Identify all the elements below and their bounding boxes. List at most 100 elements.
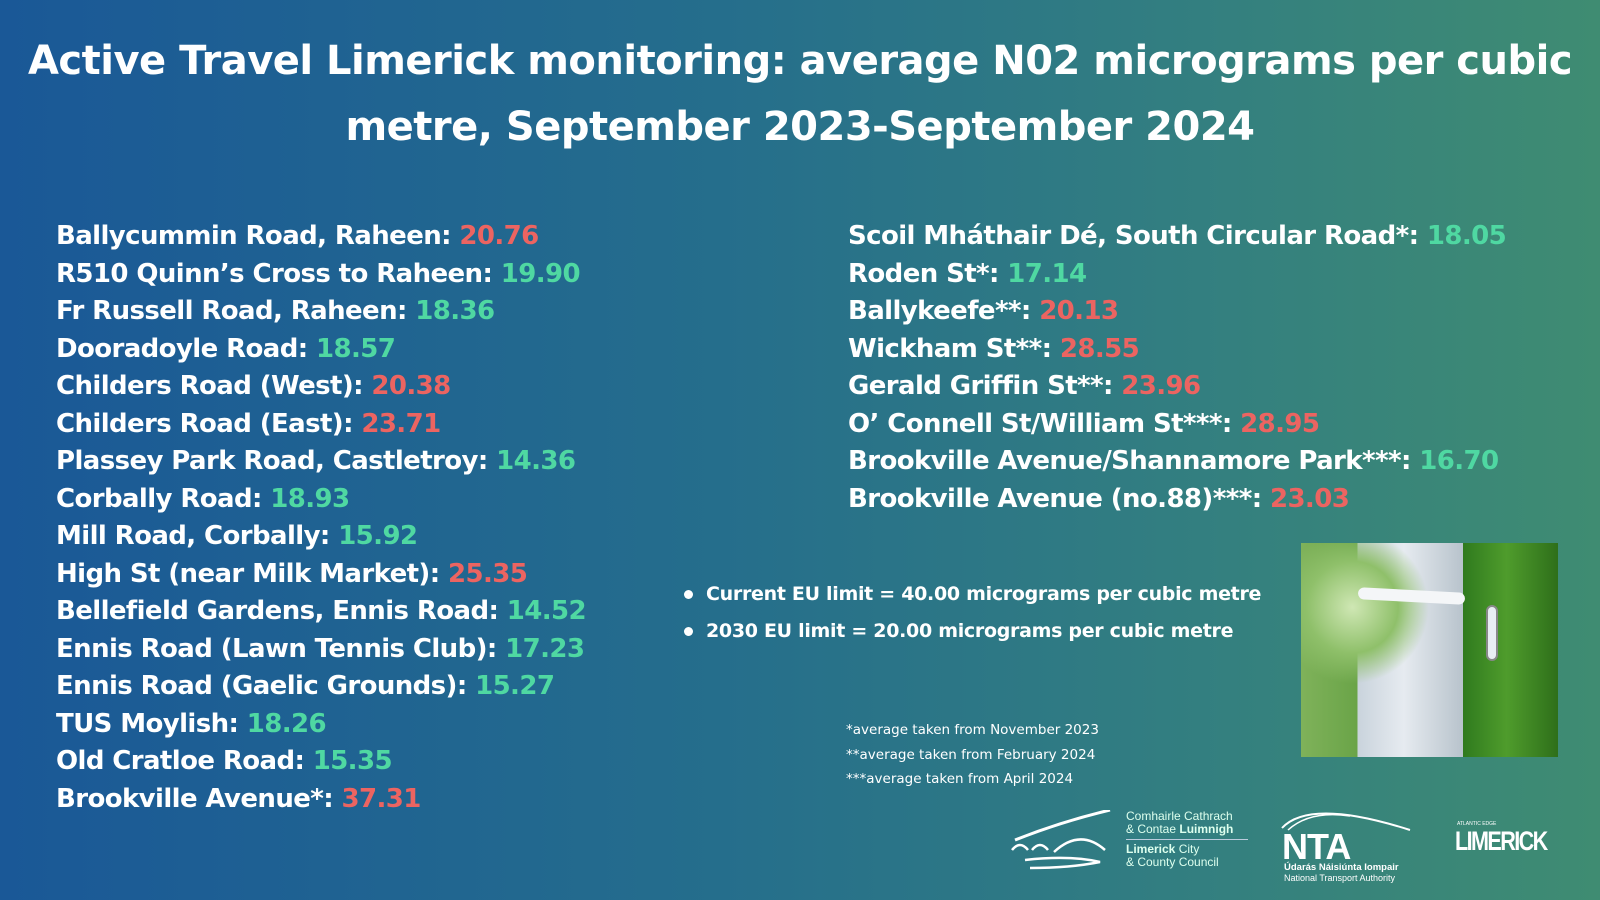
no2-value: 20.38: [371, 371, 451, 401]
site-reading: Ennis Road (Gaelic Grounds): 15.27: [56, 668, 586, 706]
no2-value: 18.26: [246, 708, 327, 739]
site-reading: Ballycummin Road, Raheen: 20.76: [56, 218, 586, 256]
site-name: Old Cratloe Road:: [56, 746, 313, 776]
site-reading: Wickham St**: 28.55: [848, 331, 1506, 369]
eu-limit-2030: 2030 EU limit = 20.00 micrograms per cub…: [684, 613, 1261, 650]
no2-value: 28.55: [1059, 333, 1140, 364]
no2-value: 23.71: [361, 408, 441, 439]
site-reading: O’ Connell St/William St***: 28.95: [848, 406, 1506, 444]
council-name-2: City: [1175, 842, 1200, 856]
site-name: Scoil Mháthair Dé, South Circular Road*:: [848, 221, 1427, 251]
pole-strap: [1357, 587, 1466, 605]
site-name: Bellefield Gardens, Ennis Road:: [56, 596, 507, 626]
nta-english-name: National Transport Authority: [1284, 873, 1396, 883]
site-reading: Plassey Park Road, Castletroy: 14.36: [56, 443, 586, 481]
site-name: Dooradoyle Road:: [56, 333, 316, 364]
site-reading: Ennis Road (Lawn Tennis Club): 17.23: [56, 631, 586, 669]
site-name: TUS Moylish:: [56, 708, 247, 739]
no2-value: 20.13: [1039, 296, 1119, 326]
limerick-tagline: ATLANTIC EDGE: [1457, 821, 1497, 827]
site-reading: Scoil Mháthair Dé, South Circular Road*:…: [848, 218, 1507, 256]
footnote: **average taken from February 2024: [846, 746, 1096, 763]
site-reading: Brookville Avenue/Shannamore Park***: 16…: [848, 443, 1506, 481]
limerick-council-logo: Comhairle Cathrach & Contae Luimnigh Lime…: [1010, 808, 1250, 878]
bridge-icon: [1011, 810, 1111, 870]
nta-irish-name: Údarás Náisiúnta Iompair: [1284, 862, 1399, 873]
council-irish-name-2: & Contae: [1126, 822, 1180, 836]
no2-value: 37.31: [341, 783, 422, 814]
no2-value: 18.05: [1426, 221, 1507, 251]
site-reading: Childers Road (East): 23.71: [56, 406, 586, 444]
no2-value: 28.95: [1240, 408, 1320, 439]
right-site-list: Scoil Mháthair Dé, South Circular Road*:…: [848, 218, 1507, 519]
site-name: Ballycummin Road, Raheen:: [56, 221, 460, 251]
no2-value: 14.36: [496, 446, 576, 476]
limerick-brand-logo: ATLANTIC EDGE LIMERICK: [1455, 821, 1565, 866]
site-name: Childers Road (East):: [56, 408, 362, 439]
site-name: Brookville Avenue/Shannamore Park***:: [848, 446, 1420, 476]
site-reading: TUS Moylish: 18.26: [56, 706, 586, 744]
no2-value: 18.36: [415, 296, 495, 326]
no2-value: 17.23: [505, 633, 585, 664]
site-reading: Roden St*: 17.14: [848, 256, 1506, 294]
site-reading: Brookville Avenue*: 37.31: [56, 781, 586, 819]
no2-value: 20.76: [459, 221, 539, 251]
site-name: Plassey Park Road, Castletroy:: [56, 446, 497, 476]
site-name: R510 Quinn’s Cross to Raheen:: [56, 258, 501, 289]
nta-arc-icon: [1281, 812, 1411, 831]
site-name: Childers Road (West):: [56, 371, 372, 401]
page-title: Active Travel Limerick monitoring: avera…: [27, 38, 1573, 150]
site-reading: Dooradoyle Road: 18.57: [56, 331, 586, 369]
no2-value: 14.52: [506, 596, 587, 626]
site-name: O’ Connell St/William St***:: [848, 408, 1241, 439]
nta-logo: NTA Údarás Náisiúnta Iompair National Tr…: [1280, 806, 1420, 886]
site-name: Brookville Avenue (no.88)***:: [848, 483, 1270, 514]
site-name: High St (near Milk Market):: [56, 558, 448, 589]
site-name: Fr Russell Road, Raheen:: [56, 296, 416, 326]
no2-value: 15.35: [312, 746, 393, 776]
site-reading: Old Cratloe Road: 15.35: [56, 743, 586, 781]
site-name: Roden St*:: [848, 258, 1008, 289]
site-reading: Childers Road (West): 20.38: [56, 368, 586, 406]
divider: [1126, 839, 1248, 840]
no2-value: 23.03: [1269, 483, 1350, 514]
council-name-3: & County Council: [1126, 855, 1219, 869]
no2-value: 19.90: [500, 258, 581, 289]
eu-limits-list: Current EU limit = 40.00 micrograms per …: [684, 576, 1261, 650]
site-name: Mill Road, Corbally:: [56, 521, 339, 551]
site-reading: Mill Road, Corbally: 15.92: [56, 518, 586, 556]
no2-value: 15.27: [475, 671, 555, 701]
footnote: ***average taken from April 2024: [846, 771, 1074, 787]
limerick-wordmark: LIMERICK: [1455, 826, 1548, 856]
no2-value: 15.92: [338, 521, 418, 551]
current-eu-limit: Current EU limit = 40.00 micrograms per …: [684, 576, 1261, 613]
council-name: Limerick: [1126, 842, 1176, 856]
site-reading: Bellefield Gardens, Ennis Road: 14.52: [56, 593, 587, 631]
site-reading: Gerald Griffin St**: 23.96: [848, 368, 1506, 406]
footnote: *average taken from November 2023: [846, 722, 1099, 738]
site-reading: Fr Russell Road, Raheen: 18.36: [56, 293, 586, 331]
council-irish-name: Comhairle Cathrach: [1126, 809, 1233, 823]
no2-value: 17.14: [1007, 258, 1087, 289]
no2-value: 23.96: [1121, 371, 1201, 401]
council-irish-name-3: Luimnigh: [1179, 822, 1234, 836]
no2-value: 18.57: [315, 333, 396, 364]
no2-value: 18.93: [270, 483, 350, 514]
no2-sensor-photo: [1301, 543, 1558, 757]
nta-name: NTA: [1282, 826, 1351, 867]
left-site-list: Ballycummin Road, Raheen: 20.76 R510 Quin…: [56, 218, 587, 819]
no2-value: 25.35: [447, 558, 528, 589]
site-reading: Brookville Avenue (no.88)***: 23.03: [848, 481, 1506, 519]
site-name: Ennis Road (Lawn Tennis Club):: [56, 633, 506, 664]
site-name: Corbally Road:: [56, 483, 271, 514]
no2-value: 16.70: [1419, 446, 1499, 476]
site-name: Gerald Griffin St**:: [848, 371, 1122, 401]
site-name: Brookville Avenue*:: [56, 783, 342, 814]
site-name: Wickham St**:: [848, 333, 1060, 364]
site-name: Ballykeefe**:: [848, 296, 1040, 326]
diffusion-tube: [1486, 605, 1498, 661]
footnotes: *average taken from November 2023 **aver…: [846, 718, 1099, 792]
site-reading: R510 Quinn’s Cross to Raheen: 19.90: [56, 256, 586, 294]
site-reading: Corbally Road: 18.93: [56, 481, 586, 519]
site-reading: High St (near Milk Market): 25.35: [56, 556, 586, 594]
